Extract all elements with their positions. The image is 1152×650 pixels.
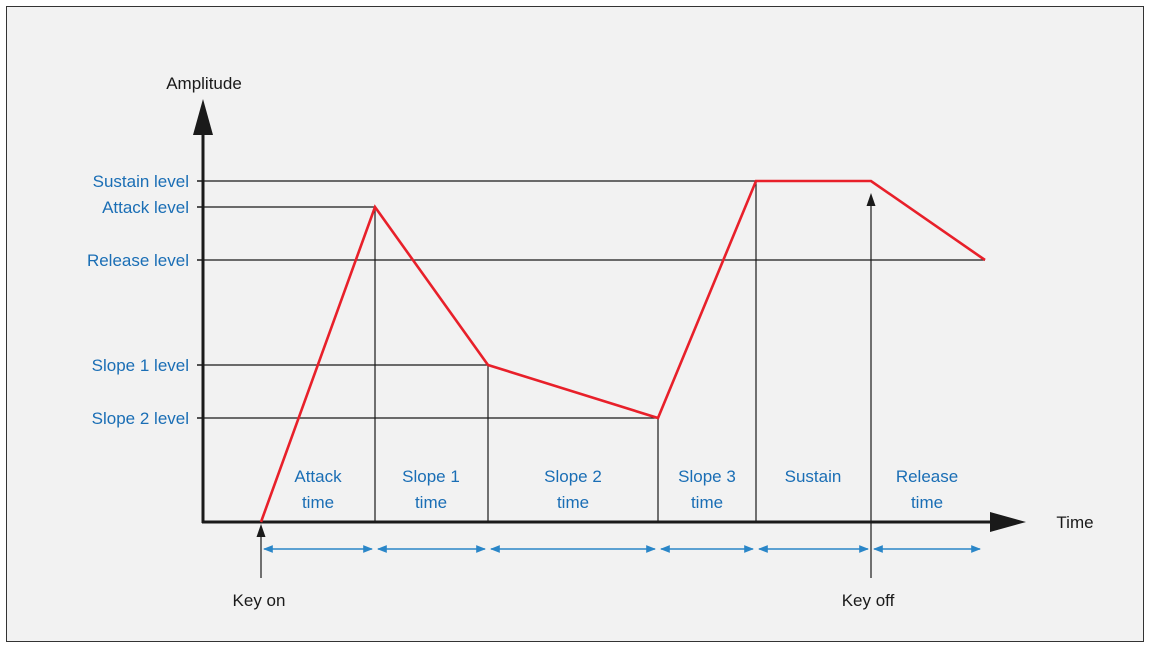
segment-label-slope3-1: Slope 3 (678, 467, 736, 486)
segment-labels: Attack time Slope 1 time Slope 2 time Sl… (294, 467, 958, 512)
y-axis-arrowhead (193, 99, 213, 135)
slope1-level-label: Slope 1 level (92, 356, 189, 375)
segment-label-attack-1: Attack (294, 467, 342, 486)
sustain-level-label: Sustain level (93, 172, 189, 191)
segment-label-release-1: Release (896, 467, 958, 486)
slope2-level-label: Slope 2 level (92, 409, 189, 428)
segment-label-slope3-2: time (691, 493, 723, 512)
axes (193, 99, 1026, 532)
segment-label-release-2: time (911, 493, 943, 512)
segment-label-slope1-2: time (415, 493, 447, 512)
segment-label-sustain: Sustain (785, 467, 842, 486)
x-axis-arrowhead (990, 512, 1026, 532)
segment-label-slope1-1: Slope 1 (402, 467, 460, 486)
segment-label-slope2-2: time (557, 493, 589, 512)
x-axis-title: Time (1056, 513, 1093, 532)
segment-dividers (374, 181, 757, 522)
envelope-curve (259, 179, 986, 523)
segment-label-slope2-1: Slope 2 (544, 467, 602, 486)
key-on-label: Key on (233, 591, 286, 610)
level-guides (203, 180, 985, 419)
release-level-label: Release level (87, 251, 189, 270)
segment-label-attack-2: time (302, 493, 334, 512)
key-on-marker (256, 524, 266, 578)
level-labels: Sustain level Attack level Release level… (87, 172, 189, 428)
key-off-label: Key off (842, 591, 895, 610)
diagram-frame (6, 6, 1144, 642)
y-axis-title: Amplitude (166, 74, 242, 93)
attack-level-label: Attack level (102, 198, 189, 217)
key-off-marker (866, 193, 876, 578)
